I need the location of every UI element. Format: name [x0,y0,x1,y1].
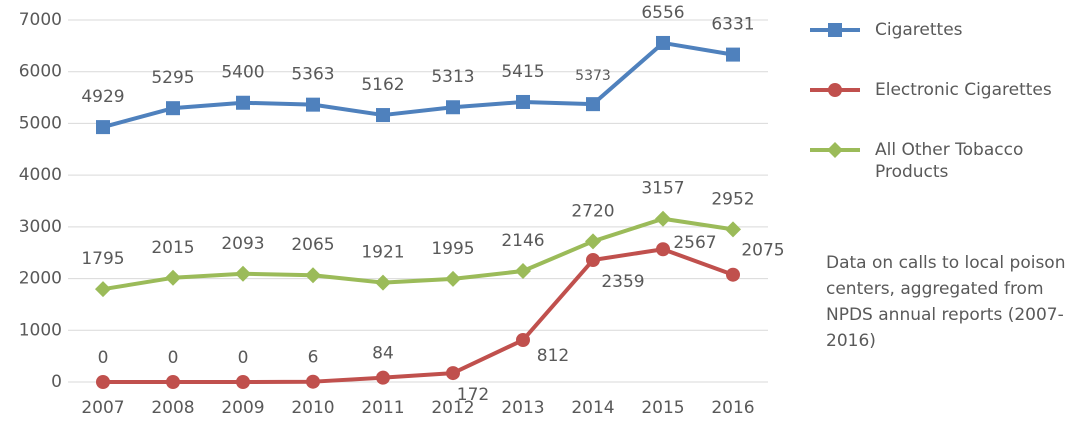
marker [235,265,251,282]
data-label: 812 [537,346,569,366]
marker [305,267,321,284]
marker [165,269,181,286]
marker [166,375,180,389]
x-tick-label: 2008 [151,398,194,418]
legend-label: Cigarettes [875,20,963,40]
marker [725,221,741,238]
data-label: 6 [308,348,319,368]
data-label: 1795 [81,249,124,269]
series-line [102,40,734,130]
y-tick-label: 0 [51,372,62,392]
x-tick-label: 2011 [361,398,404,418]
x-tick-label: 2013 [501,398,544,418]
marker [655,210,671,227]
data-label: 0 [168,348,179,368]
data-label: 4929 [81,87,124,107]
marker [656,242,670,257]
data-label: 2567 [673,233,716,253]
marker [446,366,460,381]
series-line [103,247,734,384]
marker [446,100,460,115]
data-label: 5415 [501,62,544,82]
marker [376,108,390,123]
x-tick-label: 2010 [291,398,334,418]
marker [515,263,531,280]
data-label: 2093 [221,234,264,254]
data-label: 2359 [601,272,644,292]
data-label: 2065 [291,235,334,255]
legend-marker [828,23,842,37]
marker [586,253,600,268]
y-tick-label: 4000 [19,165,62,185]
marker [726,47,740,62]
data-label: 2146 [501,231,544,251]
data-label: 2720 [571,201,614,221]
y-tick-label: 3000 [19,217,62,237]
data-label: 84 [372,344,394,364]
marker [445,270,461,287]
marker [375,274,391,291]
marker [95,281,111,298]
data-label: 2075 [741,241,784,261]
data-label: 2952 [711,189,754,209]
marker [726,267,740,282]
x-tick-label: 2012 [431,398,474,418]
marker [96,120,110,135]
series-line [102,216,734,292]
data-label: 6331 [711,15,754,35]
y-tick-label: 5000 [19,113,62,133]
marker [516,94,530,109]
x-tick-label: 2016 [711,398,754,418]
marker [585,233,601,250]
data-label: 5400 [221,63,264,83]
legend-marker [828,83,842,97]
marker [586,97,600,112]
marker [236,95,250,110]
marker [166,101,180,116]
marker [96,375,110,389]
marker [656,35,670,50]
marker [306,97,320,112]
data-label: 1921 [361,243,404,263]
data-label: 0 [238,348,249,368]
marker [306,374,320,389]
legend-label: Electronic Cigarettes [875,80,1052,100]
y-tick-label: 6000 [19,62,62,82]
x-tick-label: 2009 [221,398,264,418]
y-tick-label: 1000 [19,320,62,340]
data-label: 2015 [151,238,194,258]
x-tick-label: 2014 [571,398,614,418]
x-tick-label: 2007 [81,398,124,418]
data-label: 3157 [641,179,684,199]
data-label: 5295 [151,68,194,88]
marker [236,375,250,389]
annotation: Data on calls to local poison centers, a… [826,253,1066,351]
data-label: 0 [98,348,109,368]
y-tick-label: 2000 [19,269,62,289]
data-label: 6556 [641,3,684,23]
legend-label: All Other Tobacco Products [875,140,1024,182]
data-label: 172 [457,385,489,405]
data-label: 5313 [431,67,474,87]
data-label: 5162 [361,75,404,95]
marker [516,333,530,348]
data-label: 5363 [291,65,334,85]
data-label: 1995 [431,239,474,259]
y-tick-label: 7000 [19,10,62,30]
data-label: 5373 [575,68,611,84]
legend-marker [827,142,843,158]
marker [376,370,390,385]
x-tick-label: 2015 [641,398,684,418]
